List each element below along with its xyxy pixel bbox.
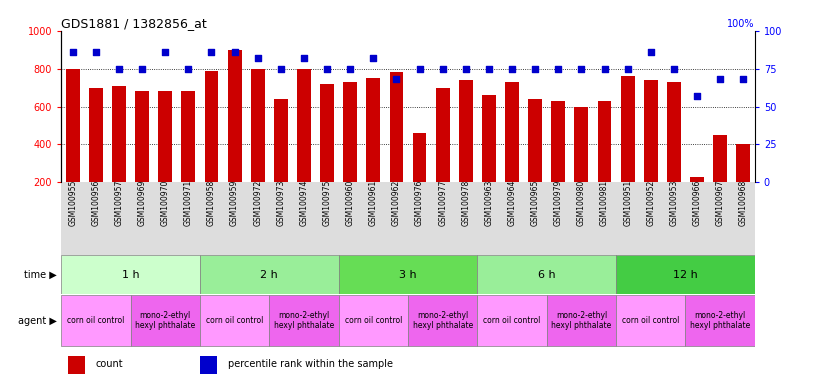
Point bbox=[436, 66, 449, 72]
Point bbox=[89, 49, 102, 55]
Bar bbox=[200, 255, 339, 294]
Point bbox=[297, 55, 310, 61]
Bar bbox=[505, 82, 519, 182]
Bar bbox=[181, 91, 195, 182]
Point bbox=[182, 66, 195, 72]
Bar bbox=[320, 84, 334, 182]
Bar bbox=[228, 50, 242, 182]
Bar bbox=[621, 76, 635, 182]
Text: 6 h: 6 h bbox=[538, 270, 556, 280]
Bar bbox=[339, 295, 408, 346]
Bar bbox=[131, 295, 200, 346]
Bar bbox=[736, 144, 750, 182]
Bar bbox=[339, 255, 477, 294]
Bar bbox=[112, 86, 126, 182]
Point bbox=[390, 76, 403, 82]
Text: percentile rank within the sample: percentile rank within the sample bbox=[228, 359, 392, 369]
Point bbox=[667, 66, 681, 72]
Text: 3 h: 3 h bbox=[399, 270, 417, 280]
Bar bbox=[574, 106, 588, 182]
Point bbox=[135, 66, 149, 72]
Bar bbox=[713, 135, 727, 182]
Point bbox=[737, 76, 750, 82]
Text: corn oil control: corn oil control bbox=[206, 316, 264, 325]
Point bbox=[66, 49, 79, 55]
Bar bbox=[667, 82, 681, 182]
Bar bbox=[482, 95, 496, 182]
Bar bbox=[344, 82, 357, 182]
Bar bbox=[547, 295, 616, 346]
Bar bbox=[61, 295, 131, 346]
Point bbox=[228, 49, 241, 55]
Text: corn oil control: corn oil control bbox=[483, 316, 541, 325]
Point bbox=[459, 66, 472, 72]
Point bbox=[321, 66, 334, 72]
Bar bbox=[89, 88, 103, 182]
Point bbox=[598, 66, 611, 72]
Bar bbox=[366, 78, 380, 182]
Point bbox=[205, 49, 218, 55]
Bar bbox=[408, 295, 477, 346]
Text: time ▶: time ▶ bbox=[24, 270, 57, 280]
Text: mono-2-ethyl
hexyl phthalate: mono-2-ethyl hexyl phthalate bbox=[274, 311, 334, 330]
Point bbox=[644, 49, 657, 55]
Point bbox=[552, 66, 565, 72]
Point bbox=[574, 66, 588, 72]
Text: mono-2-ethyl
hexyl phthalate: mono-2-ethyl hexyl phthalate bbox=[413, 311, 472, 330]
Bar bbox=[477, 295, 547, 346]
Text: 2 h: 2 h bbox=[260, 270, 278, 280]
Text: corn oil control: corn oil control bbox=[67, 316, 125, 325]
Bar bbox=[251, 69, 264, 182]
Bar bbox=[616, 295, 685, 346]
Text: GDS1881 / 1382856_at: GDS1881 / 1382856_at bbox=[61, 17, 207, 30]
Bar bbox=[66, 69, 80, 182]
Bar bbox=[135, 91, 149, 182]
Point bbox=[690, 93, 703, 99]
Bar bbox=[200, 295, 269, 346]
Bar bbox=[685, 295, 755, 346]
Bar bbox=[413, 133, 427, 182]
Bar bbox=[61, 255, 200, 294]
Point bbox=[505, 66, 518, 72]
Point bbox=[413, 66, 426, 72]
Bar bbox=[205, 71, 219, 182]
Bar bbox=[552, 101, 565, 182]
Text: count: count bbox=[96, 359, 123, 369]
Bar bbox=[616, 255, 755, 294]
Bar bbox=[459, 80, 472, 182]
Bar bbox=[644, 80, 658, 182]
Bar bbox=[297, 69, 311, 182]
Point bbox=[621, 66, 634, 72]
Text: 1 h: 1 h bbox=[122, 270, 140, 280]
Bar bbox=[269, 295, 339, 346]
Point bbox=[529, 66, 542, 72]
Text: agent ▶: agent ▶ bbox=[18, 316, 57, 326]
Point bbox=[274, 66, 287, 72]
Text: mono-2-ethyl
hexyl phthalate: mono-2-ethyl hexyl phthalate bbox=[690, 311, 750, 330]
Bar bbox=[68, 356, 86, 374]
Bar bbox=[274, 99, 288, 182]
Bar bbox=[597, 101, 611, 182]
Bar bbox=[477, 255, 616, 294]
Point bbox=[251, 55, 264, 61]
Point bbox=[482, 66, 495, 72]
Text: 100%: 100% bbox=[727, 19, 755, 29]
Point bbox=[713, 76, 726, 82]
Bar bbox=[389, 73, 403, 182]
Text: mono-2-ethyl
hexyl phthalate: mono-2-ethyl hexyl phthalate bbox=[135, 311, 195, 330]
Bar bbox=[200, 356, 217, 374]
Text: corn oil control: corn oil control bbox=[344, 316, 402, 325]
Bar bbox=[158, 91, 172, 182]
Point bbox=[113, 66, 126, 72]
Point bbox=[158, 49, 171, 55]
Bar bbox=[436, 88, 450, 182]
Text: corn oil control: corn oil control bbox=[622, 316, 680, 325]
Text: mono-2-ethyl
hexyl phthalate: mono-2-ethyl hexyl phthalate bbox=[552, 311, 611, 330]
Point bbox=[366, 55, 379, 61]
Text: 12 h: 12 h bbox=[673, 270, 698, 280]
Bar bbox=[528, 99, 542, 182]
Point bbox=[344, 66, 357, 72]
Bar bbox=[690, 177, 704, 182]
